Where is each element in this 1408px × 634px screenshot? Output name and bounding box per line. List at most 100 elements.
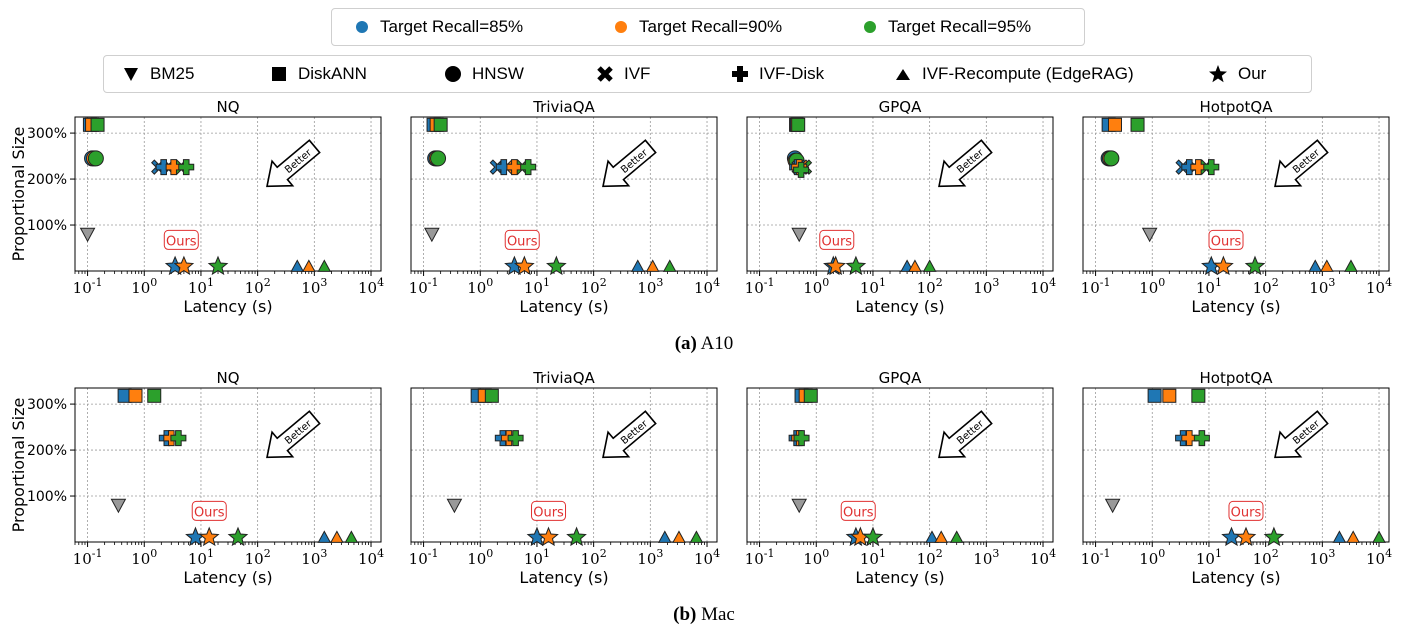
ivfdisk-point-90 (506, 159, 523, 176)
legend-our: Our (1208, 64, 1266, 84)
hnsw-point-95 (430, 150, 447, 167)
better-arrow-shape (1274, 139, 1329, 188)
x-icon (597, 66, 613, 82)
ivfdisk-point-95 (793, 161, 810, 178)
x-tick-exponent: 3 (320, 276, 327, 289)
square-icon (272, 67, 286, 81)
diskann-point-95 (147, 388, 162, 403)
x-tick-exponent: -1 (428, 276, 439, 289)
x-tick-label: 100 (803, 276, 829, 297)
x-tick-label: 100 (131, 547, 157, 568)
panel-title: GPQA (879, 98, 922, 116)
caption-mac-text: Mac (701, 604, 735, 625)
x-tick-label: 104 (1366, 547, 1392, 568)
ours-label: Ours (819, 229, 855, 250)
caption-a10: (a) A10 (0, 333, 1408, 355)
x-tick-label: 100 (467, 276, 493, 297)
ivfrec-point-95 (689, 530, 704, 543)
ours-label-text: Ours (843, 505, 874, 520)
panel-title: TriviaQA (532, 369, 595, 387)
x-tick-label: 102 (917, 547, 943, 568)
x-tick-exponent: 0 (486, 276, 493, 289)
x-tick-exponent: 0 (822, 547, 829, 560)
better-arrow-shape (938, 410, 993, 459)
triangle-up-icon (896, 69, 910, 80)
x-tick-label: 102 (1253, 276, 1279, 297)
plus-icon (732, 66, 748, 82)
panel-title: GPQA (879, 369, 922, 387)
legend-our-label: Our (1238, 64, 1267, 83)
x-tick-exponent: 2 (1272, 276, 1279, 289)
circle-icon (615, 21, 627, 33)
our-point-90 (825, 255, 846, 276)
plot-frame (410, 387, 718, 543)
x-tick-label: 104 (1030, 547, 1056, 568)
x-tick-label: 101 (1196, 276, 1222, 297)
ours-label-box (191, 500, 227, 521)
x-tick-exponent: 1 (1215, 547, 1222, 560)
ours-label: Ours (163, 229, 199, 250)
our-point-95 (845, 255, 867, 276)
x-tick-exponent: 1 (879, 276, 886, 289)
x-tick-label: 102 (581, 547, 607, 568)
x-tick-exponent: 1 (543, 547, 550, 560)
panel-title: NQ (216, 369, 239, 387)
x-tick-label: 103 (973, 276, 999, 297)
x-tick-exponent: 1 (879, 547, 886, 560)
diskann-point-85 (1147, 388, 1162, 403)
x-tick-exponent: 2 (264, 276, 271, 289)
y-tick-label: 100% (27, 489, 67, 505)
x-tick-exponent: 3 (1328, 547, 1335, 560)
x-tick-label: 101 (188, 547, 214, 568)
x-tick-label: 101 (1196, 547, 1222, 568)
panel-title: HotpotQA (1200, 369, 1274, 387)
better-arrow-shape (938, 139, 993, 188)
panel-title: HotpotQA (1200, 98, 1274, 116)
better-arrow-shape (1274, 410, 1329, 459)
x-tick-label: 100 (1139, 547, 1165, 568)
x-tick-label: 100 (131, 276, 157, 297)
x-tick-exponent: 2 (264, 547, 271, 560)
x-tick-label: 103 (1309, 547, 1335, 568)
ivfrec-point-85 (1308, 259, 1323, 272)
method-legend: BM25 DiskANN HNSW IVF IVF-Disk IVF-Recom… (103, 55, 1312, 93)
ivfrec-point-90 (301, 259, 316, 272)
x-tick-exponent: 4 (713, 547, 720, 560)
ivfrec-point-95 (1372, 530, 1386, 543)
ivfdisk-point-90 (1181, 430, 1198, 447)
x-axis-label: Latency (s) (855, 568, 944, 587)
x-tick-exponent: 3 (656, 276, 663, 289)
ours-label-box (531, 500, 567, 521)
y-tick-label: 300% (27, 126, 67, 142)
x-tick-exponent: 2 (936, 547, 943, 560)
x-tick-exponent: -1 (1100, 547, 1111, 560)
ours-label-box (1228, 500, 1264, 521)
diskann-point-95 (1130, 117, 1145, 132)
our-point-90 (538, 526, 559, 547)
ours-label: Ours (1228, 500, 1264, 521)
x-axis-label: Latency (s) (1191, 568, 1280, 587)
better-arrow-shape (602, 139, 657, 188)
ours-label-box (840, 500, 876, 521)
x-axis-label: Latency (s) (183, 297, 272, 316)
x-tick-label: 103 (301, 276, 327, 297)
x-tick-label: 100 (803, 547, 829, 568)
plot-frame (74, 116, 382, 272)
legend-bm25: BM25 (122, 64, 194, 84)
x-tick-label: 104 (694, 547, 720, 568)
bm25-point-0 (1141, 227, 1158, 243)
diskann-point-90 (1107, 117, 1122, 132)
plot-frame (746, 116, 1054, 272)
x-tick-exponent: 0 (150, 276, 157, 289)
x-tick-exponent: 2 (1272, 547, 1279, 560)
ivfdisk-point-95 (170, 430, 187, 447)
x-tick-exponent: 1 (207, 276, 214, 289)
x-tick-label: 10-1 (73, 547, 103, 568)
bm25-point-0 (79, 227, 96, 243)
x-tick-label: 102 (917, 276, 943, 297)
x-tick-exponent: 4 (713, 276, 720, 289)
x-axis-label: Latency (s) (519, 568, 608, 587)
